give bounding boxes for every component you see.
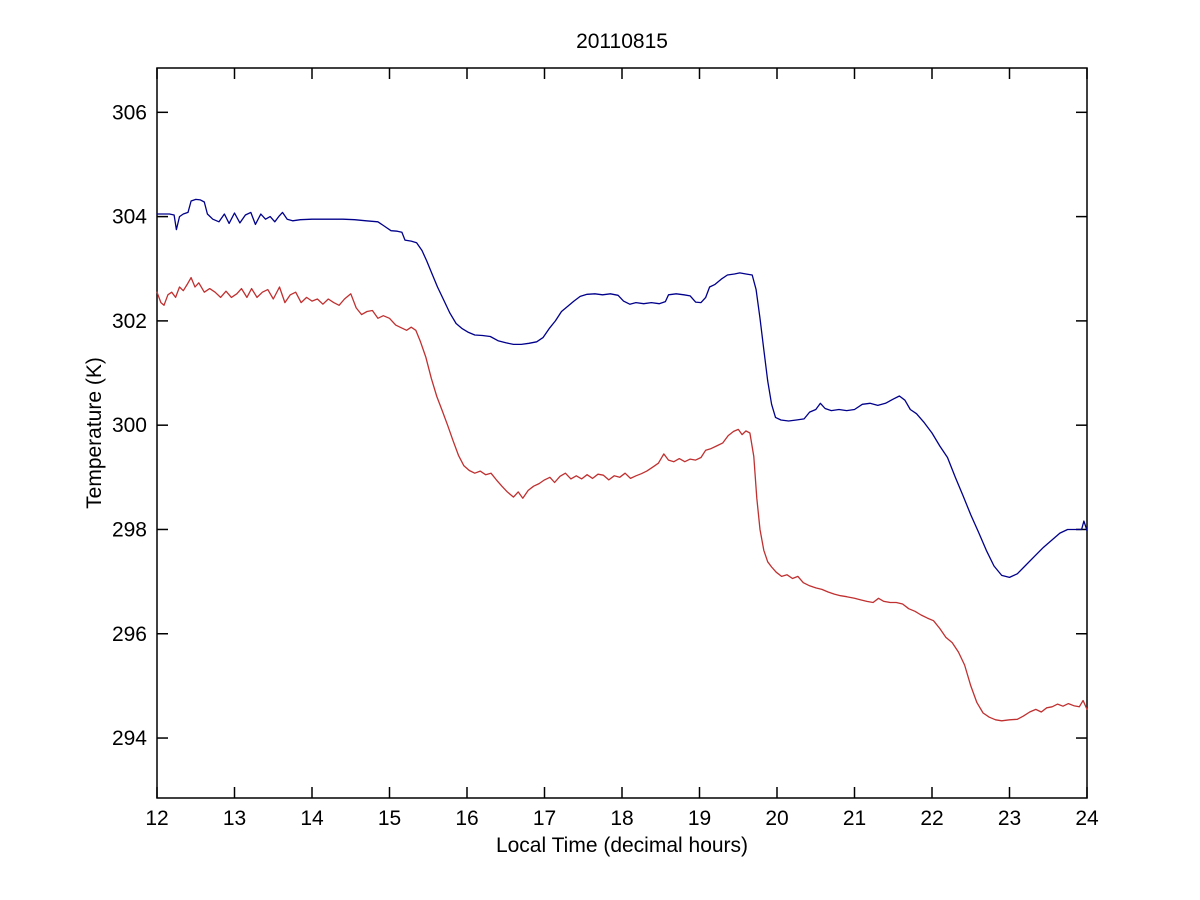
- x-tick-label: 17: [533, 807, 556, 830]
- y-tick-label: 294: [112, 727, 147, 750]
- y-tick-label: 304: [112, 206, 147, 229]
- y-tick-label: 306: [112, 101, 147, 124]
- x-tick-label: 19: [688, 807, 711, 830]
- plot-box: [156, 67, 1088, 799]
- x-tick-label: 22: [920, 807, 943, 830]
- x-tick-label: 21: [843, 807, 866, 830]
- x-tick-label: 15: [378, 807, 401, 830]
- x-tick-label: 18: [610, 807, 633, 830]
- y-tick-label: 300: [112, 414, 147, 437]
- axes-and-series: 12 13 14 15 16 17 18 19 20 21 22 23 24 294 296 298 300 30…: [112, 68, 1099, 830]
- y-tick-label: 298: [112, 518, 147, 541]
- x-tick-label: 23: [998, 807, 1021, 830]
- y-tick-label: 296: [112, 623, 147, 646]
- y-tick-label: 302: [112, 310, 147, 333]
- y-axis-label: Temperature (K): [83, 357, 106, 509]
- chart-title: 20110815: [576, 30, 668, 53]
- x-tick-label: 20: [765, 807, 788, 830]
- x-tick-label: 16: [455, 807, 478, 830]
- x-axis-label: Local Time (decimal hours): [496, 834, 748, 857]
- series-line-lower-temperature-red: [156, 276, 1088, 722]
- x-tick-label: 14: [300, 807, 324, 830]
- x-tick-label: 24: [1075, 807, 1099, 830]
- x-tick-label: 13: [223, 807, 246, 830]
- series-line-upper-temperature-blue: [156, 198, 1088, 579]
- x-tick-label: 12: [145, 807, 168, 830]
